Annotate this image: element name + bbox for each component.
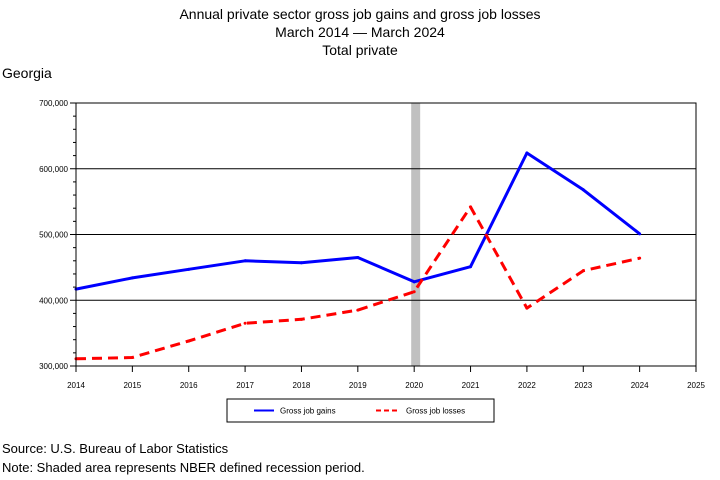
data-point: [130, 355, 134, 359]
data-point: [243, 321, 247, 325]
data-point: [187, 267, 191, 271]
data-point: [356, 308, 360, 312]
data-point: [581, 269, 585, 273]
legend-label-losses: Gross job losses: [406, 407, 465, 416]
x-tick-label: 2015: [123, 381, 141, 390]
data-point: [356, 256, 360, 260]
data-point: [412, 290, 416, 294]
source-note: Source: U.S. Bureau of Labor Statistics: [2, 441, 229, 456]
data-point: [412, 280, 416, 284]
y-tick-label: 500,000: [39, 231, 68, 240]
data-point: [525, 151, 529, 155]
chart-title: Annual private sector gross job gains an…: [179, 6, 541, 22]
x-tick-label: 2023: [574, 381, 592, 390]
data-point: [469, 265, 473, 269]
x-tick-label: 2021: [462, 381, 480, 390]
y-tick-label: 300,000: [39, 362, 68, 371]
axis-layer: 300,000 400,000 500,000 600,000 700,000 2014 2…: [39, 99, 705, 390]
series-layer: [74, 151, 642, 361]
y-tick-label: 600,000: [39, 165, 68, 174]
legend-label-gains: Gross job gains: [280, 407, 336, 416]
y-tick-label: 700,000: [39, 99, 68, 108]
data-point: [299, 317, 303, 321]
x-tick-label: 2014: [67, 381, 85, 390]
series-line-gains: [75, 151, 641, 291]
chart-legend: Gross job gains Gross job losses: [226, 398, 495, 423]
chart-title-block: Annual private sector gross job gains an…: [0, 5, 720, 59]
series-line-losses: [75, 205, 640, 361]
data-point: [581, 188, 585, 192]
data-point: [469, 205, 473, 209]
x-tick-label: 2017: [236, 381, 254, 390]
chart-subtitle-period: March 2014 — March 2024: [275, 24, 445, 40]
legend-box: [226, 398, 495, 423]
x-tick-label: 2016: [180, 381, 198, 390]
data-point: [299, 261, 303, 265]
region-label: Georgia: [2, 65, 52, 81]
data-point: [130, 276, 134, 280]
x-tick-label: 2024: [631, 381, 649, 390]
data-point: [525, 306, 529, 310]
data-point: [243, 259, 247, 263]
x-tick-label: 2022: [518, 381, 536, 390]
data-point: [638, 256, 642, 260]
recession-note: Note: Shaded area represents NBER define…: [2, 460, 365, 475]
x-tick-label: 2019: [349, 381, 367, 390]
x-tick-label: 2018: [293, 381, 311, 390]
y-tick-label: 400,000: [39, 296, 68, 305]
data-point: [638, 232, 642, 236]
chart-subtitle-industry: Total private: [322, 42, 398, 58]
data-point: [187, 339, 191, 343]
x-tick-label: 2020: [405, 381, 423, 390]
x-tick-label: 2025: [687, 381, 705, 390]
grid-layer: [76, 168, 696, 301]
